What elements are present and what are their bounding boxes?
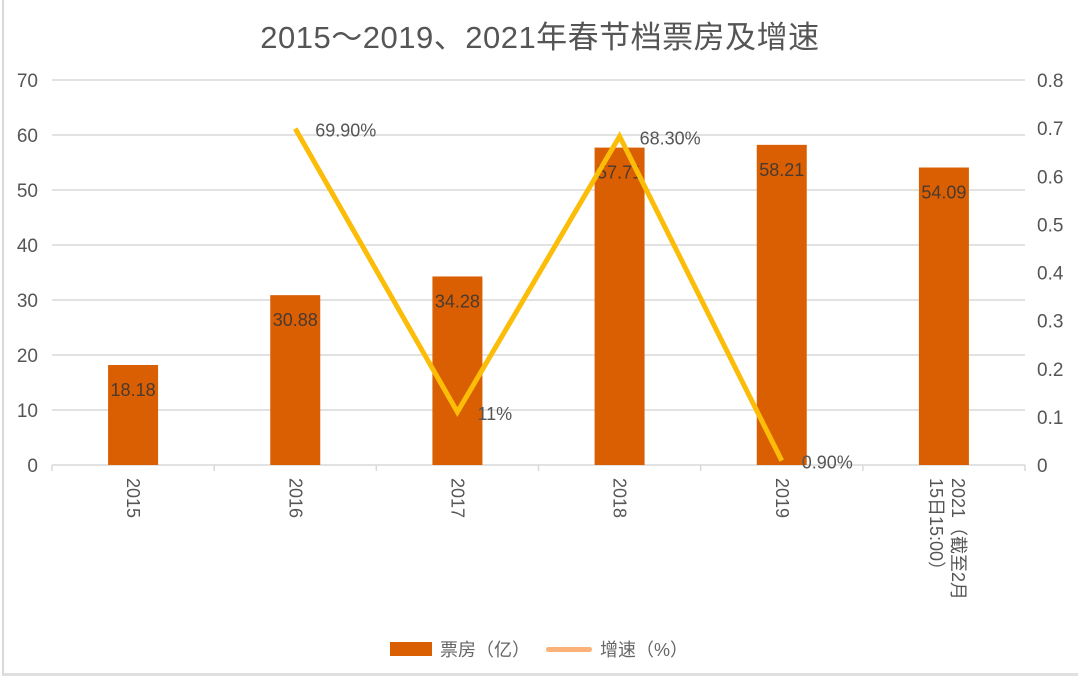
left-axis-tick: 50 <box>17 181 38 202</box>
legend-item-growth[interactable]: 增速（%） <box>546 636 688 662</box>
right-axis-tick: 0.1 <box>1037 408 1063 429</box>
bar-value-label: 58.21 <box>759 160 804 180</box>
legend: 票房（亿） 增速（%） <box>390 636 704 662</box>
bar-2019[interactable] <box>756 144 807 465</box>
right-axis-tick: 0.3 <box>1037 312 1063 333</box>
left-axis-tick: 70 <box>17 71 38 92</box>
line-value-label: 0.90% <box>802 453 853 473</box>
bar-value-label: 30.88 <box>273 310 318 330</box>
left-axis-tick: 30 <box>17 291 38 312</box>
right-axis-tick: 0.4 <box>1037 264 1064 285</box>
right-axis-tick: 0.6 <box>1037 167 1063 188</box>
left-axis-tick: 0 <box>27 456 38 477</box>
right-axis-tick: 0.8 <box>1037 71 1063 92</box>
bar-swatch-icon <box>390 642 432 656</box>
line-value-label: 69.90% <box>315 121 376 141</box>
chart-title: 2015～2019、2021年春节档票房及增速 <box>260 20 820 55</box>
bar-value-label: 57.71 <box>597 163 642 183</box>
legend-label-growth: 增速（%） <box>600 640 689 660</box>
bar-value-label: 34.28 <box>435 291 480 311</box>
category-label: 2017 <box>447 478 467 518</box>
category-label: 2015 <box>123 478 143 518</box>
left-axis-tick: 60 <box>17 126 38 147</box>
bar-2018[interactable] <box>594 147 645 465</box>
bar-value-label: 18.18 <box>111 380 156 400</box>
legend-label-box-office: 票房（亿） <box>440 640 530 660</box>
category-label: 2021（截至2月 <box>948 478 968 600</box>
category-label: 2016 <box>285 478 305 518</box>
right-axis-tick: 0.7 <box>1037 119 1063 140</box>
right-axis-tick: 0 <box>1037 456 1048 477</box>
line-value-label: 68.30% <box>640 128 701 148</box>
bar-2015[interactable] <box>108 365 159 465</box>
left-axis-tick: 40 <box>17 236 38 257</box>
bar-2017[interactable] <box>432 276 483 465</box>
category-label: 2019 <box>772 478 792 518</box>
bar-2021[interactable] <box>918 167 969 465</box>
bar-value-label: 54.09 <box>921 183 966 203</box>
bar-2016[interactable] <box>270 295 321 465</box>
left-axis-tick: 20 <box>17 346 38 367</box>
category-label: 2018 <box>610 478 630 518</box>
line-value-label: 11% <box>477 404 512 424</box>
line-swatch-icon <box>546 646 592 652</box>
legend-item-box-office[interactable]: 票房（亿） <box>390 636 530 662</box>
left-axis-tick: 10 <box>17 401 38 422</box>
category-label: 15日15:00） <box>926 478 946 579</box>
growth-line[interactable] <box>293 127 784 462</box>
right-axis-tick: 0.2 <box>1037 360 1063 381</box>
right-axis-tick: 0.5 <box>1037 215 1063 236</box>
